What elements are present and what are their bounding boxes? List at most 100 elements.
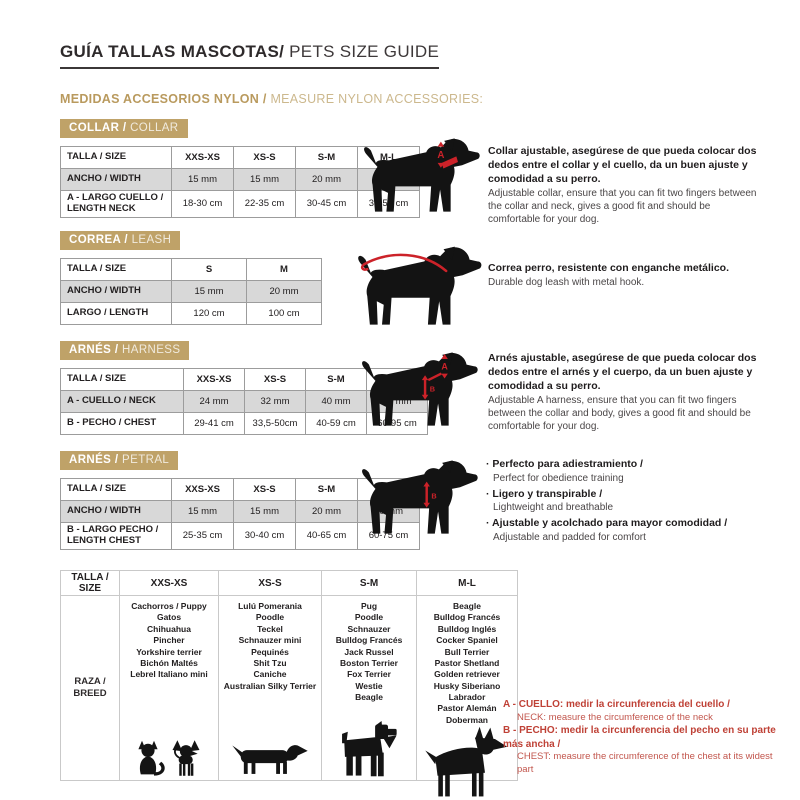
breed-item: Poodle [255, 612, 285, 623]
harness-desc-en: Adjustable A harness, ensure that you ca… [488, 394, 751, 432]
badge-leash: CORREA / LEASH [60, 231, 181, 250]
arrow-down-icon [437, 162, 445, 168]
breed-item: Caniche [253, 669, 287, 680]
note-neck: A - CUELLO: medir la circunferencia del … [503, 699, 730, 723]
breed-item: Pincher [153, 635, 185, 646]
breed-item: Chihuahua [147, 623, 191, 634]
col-header: XXS-XS [171, 146, 234, 169]
breed-item: Bulldog Inglés [437, 623, 497, 634]
col-header: M [246, 258, 322, 281]
dog-harness-illustration-icon: A B [362, 352, 478, 426]
arrow-up-icon [423, 481, 430, 487]
leash-desc-es: Correa perro, resistente con enganche me… [488, 262, 729, 274]
badge-collar: COLLAR / COLLAR [60, 119, 188, 138]
dog-leash-illustration-icon [358, 246, 482, 325]
marker-b-label: B [430, 384, 435, 393]
breed-row-label: RAZA / BREED [60, 595, 120, 781]
breed-item: Pequinés [251, 646, 289, 657]
col-header: TALLA / SIZE [60, 146, 172, 169]
col-header: XXS-XS [171, 478, 234, 501]
breed-list: Pug Poodle Schnauzer Bulldog Francés Jack Ru… [336, 601, 403, 703]
breed-item: Beagle [453, 601, 481, 611]
breed-item: Shit Tzu [253, 657, 287, 668]
list-item: Ajustable y acolchado para mayor comodid… [486, 517, 764, 544]
table-row: ANCHO / WIDTH 15 mm 15 mm 20 mm 20 mm [60, 500, 420, 523]
cat-silhouette-icon [138, 740, 165, 776]
breed-item: Bulldog Francés [433, 612, 501, 623]
leash-description: Correa perro, resistente con enganche me… [488, 262, 760, 289]
badge-collar-es: COLLAR / [69, 122, 127, 134]
leash-size-table: TALLA / SIZE S M ANCHO / WIDTH 15 mm 20 … [60, 258, 322, 325]
arrow-up-icon [421, 375, 429, 381]
table-row: B - PECHO / CHEST 29-41 cm 33,5-50cm 40-… [60, 412, 428, 435]
col-header: TALLA / SIZE [60, 478, 172, 501]
badge-leash-es: CORREA / [69, 234, 128, 246]
collar-band-marker-icon [441, 156, 458, 169]
col-header: XS-S [233, 146, 296, 169]
col-header: S-M [295, 478, 358, 501]
harness-description: Arnés ajustable, asegúrese de que pueda … [488, 352, 760, 433]
leash-line-marker-icon [360, 253, 448, 273]
breed-item: Doberman [445, 714, 489, 725]
dachshund-silhouette-icon [232, 745, 308, 774]
col-header: TALLA / SIZE [60, 368, 184, 391]
dog-petral-illustration-icon: B [362, 460, 478, 534]
breed-list: Lulú Pomerania Poodle Teckel Schnauzer mini… [224, 601, 316, 692]
breed-item: Pug [360, 601, 378, 611]
section-leash: CORREA / LEASH TALLA / SIZE S M ANCHO / … [60, 230, 322, 325]
breed-item: Golden retriever [434, 669, 500, 680]
col-header: XS-S [233, 478, 296, 501]
col-header: S-M [305, 368, 367, 391]
col-header: XXS-XS [183, 368, 245, 391]
badge-harness-en: HARNESS [118, 344, 181, 356]
table-row: ANCHO / WIDTH 15 mm 20 mm [60, 280, 322, 303]
breed-item: Husky Siberiano [433, 680, 501, 691]
breed-item: Bull Terrier [444, 646, 490, 657]
breed-item: Fox Terrier [347, 669, 391, 680]
breed-table: TALLA / SIZE XXS-XS XS-S S-M M-L RAZA / … [60, 570, 518, 797]
breed-item: Beagle [355, 692, 383, 702]
breed-item: Bulldog Francés [335, 635, 403, 646]
breed-item: Cocker Spaniel [436, 635, 498, 646]
breed-item: Australian Silky Terrier [223, 680, 317, 691]
breed-item: Teckel [257, 623, 283, 634]
petral-feature-list: Perfecto para adiestramiento / Perfect f… [486, 458, 764, 547]
breed-col-s-m: Pug Poodle Schnauzer Bulldog Francés Jack Ru… [321, 595, 417, 781]
badge-harness: ARNÉS / HARNESS [60, 341, 190, 360]
breed-col-m-l: Beagle Bulldog Francés Bulldog Inglés Cocke… [416, 595, 518, 797]
chihuahua-silhouette-icon [172, 740, 200, 776]
breed-item: Gatos [156, 612, 182, 623]
breed-item: Yorkshire terrier [136, 646, 202, 657]
badge-collar-en: COLLAR [126, 122, 179, 134]
doberman-silhouette-icon [425, 726, 508, 797]
marker-b-label: B [431, 492, 436, 501]
page-subtitle-en: MEASURE NYLON ACCESSORIES: [266, 92, 484, 106]
breed-table-wrap: TALLA / SIZE XXS-XS XS-S S-M M-L RAZA / … [60, 570, 518, 797]
breed-list: Beagle Bulldog Francés Bulldog Inglés Cocke… [434, 601, 501, 726]
page-title-en: PETS SIZE GUIDE [284, 42, 440, 61]
col-header: XXS-XS [119, 570, 219, 596]
dog-collar-illustration-icon: A [364, 138, 480, 212]
page-title: GUÍA TALLAS MASCOTAS/ PETS SIZE GUIDE [60, 42, 440, 69]
badge-petral-es: ARNÉS / [69, 454, 119, 466]
breed-item: Poodle [354, 612, 384, 623]
breed-col-xs-s: Lulú Pomerania Poodle Teckel Schnauzer mini… [218, 595, 322, 781]
collar-description: Collar ajustable, asegúrese de que pueda… [488, 145, 760, 226]
breed-item: Boston Terrier [340, 657, 398, 668]
leash-desc-en: Durable dog leash with metal hook. [488, 276, 645, 288]
table-row: LARGO / LENGTH 120 cm 100 cm [60, 302, 322, 325]
breed-item: Cachorros / Puppy [131, 601, 207, 611]
collar-desc-en: Adjustable collar, ensure that you can f… [488, 187, 757, 225]
breed-item: Westie [355, 680, 383, 691]
col-header: XS-S [218, 570, 322, 596]
col-header: XS-S [244, 368, 306, 391]
col-header: TALLA / SIZE [60, 258, 172, 281]
breed-list: Cachorros / Puppy Gatos Chihuahua Pincher Yo… [130, 601, 207, 681]
breed-item: Schnauzer mini [238, 635, 302, 646]
breed-item: Lulú Pomerania [238, 601, 302, 611]
breed-item: Pastor Shetland [434, 657, 500, 668]
list-item: Ligero y transpirable / Lightweight and … [486, 488, 764, 515]
list-item: Perfecto para adiestramiento / Perfect f… [486, 458, 764, 485]
breed-item: Jack Russel [344, 646, 394, 657]
breed-item: Lebrel Italiano mini [130, 669, 208, 680]
